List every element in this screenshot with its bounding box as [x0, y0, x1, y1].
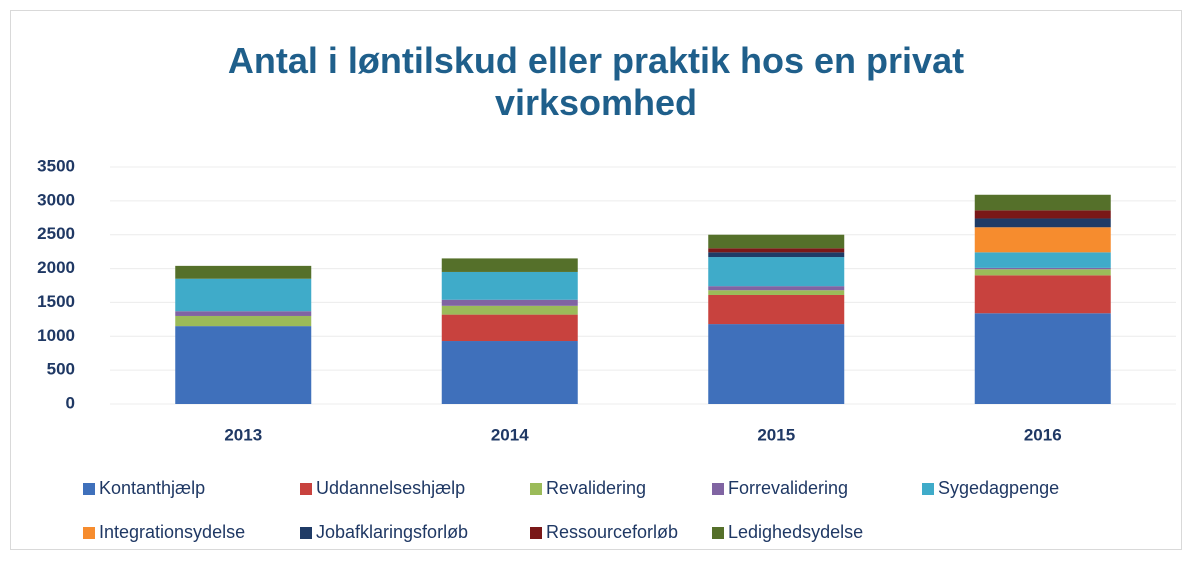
- x-tick-label: 2016: [1024, 425, 1062, 444]
- bar-segment: [441, 271, 578, 300]
- legend-label: Forrevalidering: [728, 478, 848, 498]
- bar-segment: [974, 313, 1111, 404]
- y-tick-label: 1000: [37, 326, 75, 345]
- bar-segment: [175, 326, 312, 404]
- legend-label: Jobafklaringsforløb: [316, 522, 468, 542]
- y-tick-label: 2000: [37, 258, 75, 277]
- legend-label: Kontanthjælp: [99, 478, 205, 498]
- legend-label: Uddannelseshjælp: [316, 478, 465, 498]
- bar-segment: [708, 252, 845, 258]
- bar-segment: [441, 299, 578, 306]
- bar-segment: [441, 314, 578, 342]
- legend-swatch: [300, 483, 312, 495]
- legend-label: Ressourceforløb: [546, 522, 678, 542]
- y-tick-label: 1500: [37, 292, 75, 311]
- bar-segment: [175, 315, 312, 327]
- bar-segment: [974, 269, 1111, 276]
- legend-swatch: [83, 483, 95, 495]
- bar-segment: [708, 257, 845, 287]
- legend-label: Integrationsydelse: [99, 522, 245, 542]
- bar-segment: [708, 286, 845, 291]
- chart-frame: [10, 10, 1182, 550]
- bar-segment: [441, 258, 578, 272]
- y-tick-label: 3500: [37, 156, 75, 175]
- legend-label: Revalidering: [546, 478, 646, 498]
- chart-title: Antal i løntilskud eller praktik hos en …: [227, 40, 965, 123]
- y-tick-label: 2500: [37, 224, 75, 243]
- bar-segment: [974, 267, 1111, 270]
- bar-segment: [175, 265, 312, 279]
- bar-segment: [974, 227, 1111, 253]
- legend-swatch: [530, 527, 542, 539]
- bar-segment: [974, 194, 1111, 211]
- x-tick-label: 2014: [491, 425, 529, 444]
- bar-segment: [974, 275, 1111, 314]
- legend-swatch: [83, 527, 95, 539]
- bar-segment: [708, 324, 845, 404]
- bar-segment: [708, 290, 845, 295]
- legend-swatch: [712, 527, 724, 539]
- legend-swatch: [922, 483, 934, 495]
- x-tick-label: 2013: [224, 425, 262, 444]
- bar-segment: [708, 234, 845, 249]
- bar-segment: [708, 294, 845, 325]
- bar-segment: [175, 311, 312, 316]
- y-tick-label: 3000: [37, 190, 75, 209]
- legend-swatch: [712, 483, 724, 495]
- bar-segment: [974, 218, 1111, 228]
- legend-swatch: [300, 527, 312, 539]
- bar-segment: [441, 341, 578, 404]
- bar-segment: [175, 278, 312, 312]
- legend-label: Sygedagpenge: [938, 478, 1059, 498]
- bar-segment: [974, 210, 1111, 219]
- bar-segment: [441, 305, 578, 315]
- y-tick-label: 500: [47, 360, 75, 379]
- bar-segment: [974, 252, 1111, 268]
- legend-swatch: [530, 483, 542, 495]
- x-tick-label: 2015: [757, 425, 795, 444]
- bar-segment: [708, 248, 845, 253]
- y-tick-label: 0: [66, 393, 75, 412]
- legend-label: Ledighedsydelse: [728, 522, 863, 542]
